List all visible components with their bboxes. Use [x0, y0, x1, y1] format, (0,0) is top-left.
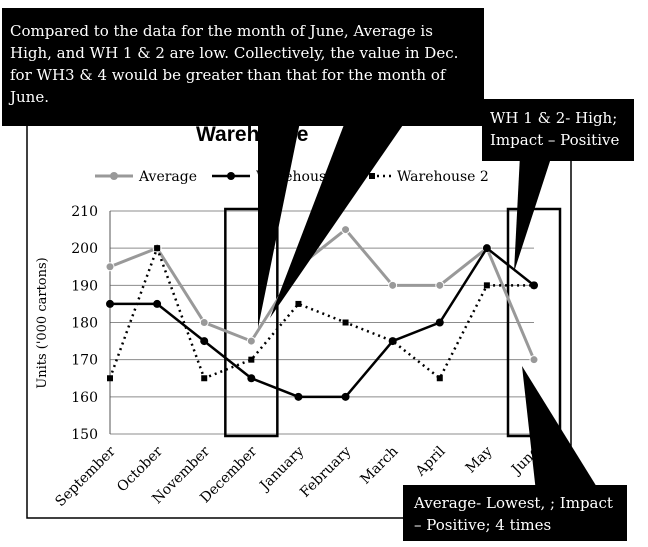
- data-point: [199, 318, 209, 327]
- y-tick-label: 210: [71, 204, 98, 220]
- data-point: [482, 244, 491, 253]
- legend-marker-0: [110, 172, 118, 180]
- legend-marker-1: [227, 172, 235, 180]
- y-tick-label: 170: [71, 353, 98, 369]
- series-line-2: [108, 244, 534, 381]
- callout-top-shape: [2, 8, 484, 328]
- data-point: [105, 262, 115, 272]
- legend-label-2: Warehouse 2: [397, 169, 489, 185]
- data-point: [341, 392, 350, 401]
- legend-marker-2: [369, 173, 375, 179]
- data-point: [107, 375, 113, 382]
- y-axis-ticks: 150 160 170 180 190 200 210: [71, 204, 98, 443]
- data-point: [154, 245, 161, 252]
- data-point: [106, 299, 114, 308]
- callout-right-text: WH 1 & 2- High; Impact – Positive: [490, 109, 620, 149]
- data-point: [200, 337, 209, 346]
- callout-right-shape: [482, 99, 634, 272]
- data-point: [247, 374, 256, 383]
- data-point: [435, 280, 445, 290]
- chart-frame: [26, 109, 572, 519]
- legend: Average Warehouse 1 Warehouse 2: [95, 169, 489, 185]
- data-point: [531, 282, 537, 289]
- data-point: [201, 375, 208, 382]
- series-line-1: [110, 246, 535, 399]
- series-line-0: [109, 227, 536, 361]
- data-point: [389, 338, 396, 345]
- y-tick-label: 190: [71, 278, 98, 294]
- data-point: [341, 225, 351, 235]
- y-tick-label: 200: [71, 241, 98, 257]
- data-point: [342, 319, 349, 326]
- data-point: [436, 375, 443, 382]
- legend-label-0: Average: [138, 169, 197, 185]
- data-point: [294, 392, 303, 401]
- highlight-box-december: [224, 207, 279, 438]
- y-tick-label: 180: [71, 316, 98, 332]
- data-point: [483, 282, 490, 289]
- y-axis-label: Units ('000 cartons): [35, 257, 50, 389]
- data-point: [248, 356, 255, 363]
- y-tick-label: 160: [71, 390, 98, 406]
- data-point: [435, 318, 444, 327]
- data-point: [153, 299, 162, 308]
- callout-bottom-shape: [403, 366, 627, 541]
- callout-top-text: Compared to the data for the month of Ju…: [10, 22, 459, 106]
- data-point: [529, 355, 539, 365]
- y-tick-label: 150: [71, 427, 98, 443]
- data-point: [388, 280, 398, 290]
- data-point: [246, 336, 256, 346]
- data-point: [295, 300, 302, 307]
- callout-bottom-text: Average- Lowest, ; Impact – Positive; 4 …: [414, 494, 613, 534]
